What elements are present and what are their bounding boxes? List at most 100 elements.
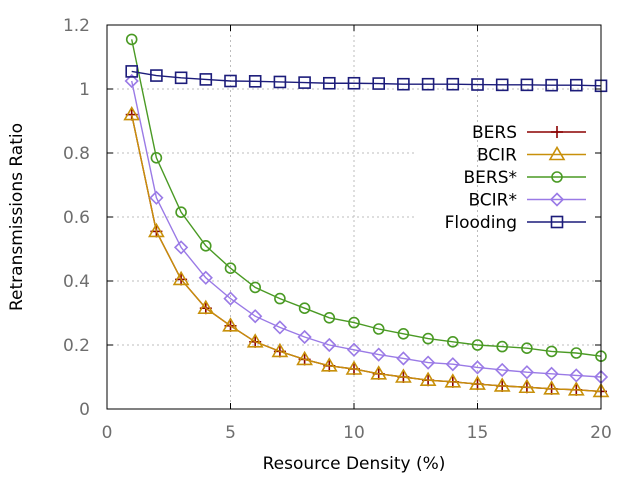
data-point [172, 270, 190, 286]
data-point [419, 371, 437, 387]
data-point [446, 335, 459, 348]
data-point [470, 360, 485, 375]
data-point [471, 78, 484, 91]
data-point [150, 69, 163, 82]
data-point [224, 74, 237, 88]
data-point [223, 291, 238, 306]
series-0 [125, 108, 607, 398]
data-point [469, 375, 486, 390]
data-point [519, 365, 535, 380]
data-point [422, 332, 434, 345]
data-point [249, 281, 261, 294]
data-point [222, 317, 239, 332]
data-point [298, 76, 311, 89]
data-point [224, 262, 237, 275]
x-tick-label: 0 [102, 423, 113, 443]
data-point [346, 342, 362, 357]
data-point [446, 77, 460, 91]
data-point [372, 323, 385, 335]
data-point [496, 340, 509, 353]
data-point [197, 299, 215, 315]
data-point [543, 380, 560, 395]
data-point [272, 320, 288, 335]
data-point [495, 78, 509, 92]
data-point [175, 206, 187, 218]
data-point [173, 240, 189, 255]
series-3 [124, 73, 609, 385]
data-point [149, 190, 164, 205]
axes: 0 5 10 15 20 0 0.2 0.4 0.6 0.8 1 1.2 [63, 16, 612, 443]
data-point [570, 347, 583, 359]
data-point [347, 76, 361, 90]
data-point [273, 75, 287, 89]
data-point [445, 357, 460, 372]
data-point [323, 311, 336, 324]
legend-marker [549, 192, 565, 207]
legend-label: Flooding [445, 213, 517, 233]
data-point [569, 368, 584, 383]
legend-marker [551, 171, 563, 183]
data-point [298, 302, 311, 315]
series-1 [123, 106, 610, 398]
data-point [421, 77, 435, 91]
series-line-4 [131, 70, 602, 87]
data-point [296, 350, 313, 366]
legend-marker [550, 215, 564, 229]
data-point [567, 381, 585, 396]
data-point [397, 327, 410, 340]
x-tick-label: 20 [590, 423, 612, 443]
y-axis-label: Retransmissions Ratio [7, 123, 27, 311]
legend-marker [551, 126, 563, 138]
x-axis-label: Resource Density (%) [263, 454, 446, 474]
legend-item: BERS [472, 123, 586, 143]
y-tick-label: 0.6 [63, 208, 90, 228]
series-layer [123, 33, 610, 398]
data-point [395, 368, 412, 383]
data-point [123, 106, 141, 121]
data-point [545, 345, 558, 358]
y-tick-label: 0.8 [63, 144, 90, 164]
data-point [371, 347, 386, 362]
data-point [569, 78, 583, 92]
data-point [444, 373, 462, 388]
data-point [345, 360, 363, 375]
legend-item: BCIR [477, 146, 586, 166]
data-point [124, 73, 139, 89]
legend-item: BCIR* [468, 191, 586, 211]
data-point [271, 342, 289, 358]
y-tick-label: 1.2 [63, 16, 90, 36]
legend-marker [548, 145, 566, 161]
data-point [372, 77, 386, 90]
data-point [495, 362, 510, 378]
data-point [248, 309, 263, 324]
data-point [199, 73, 213, 86]
data-point [420, 355, 436, 370]
data-point [493, 377, 511, 392]
data-point [322, 76, 336, 90]
y-tick-label: 0 [79, 400, 90, 420]
data-point [297, 329, 312, 345]
data-point [200, 240, 212, 252]
series-line-3 [131, 80, 602, 378]
data-point [148, 222, 165, 238]
series-4 [125, 65, 608, 93]
y-tick-label: 0.4 [63, 272, 90, 292]
data-point [348, 316, 360, 329]
data-point [274, 292, 286, 305]
y-tick-label: 1 [79, 80, 90, 100]
legend-label: BERS* [463, 168, 517, 188]
data-point [322, 337, 337, 353]
data-point [545, 78, 558, 92]
x-tick-label: 10 [343, 423, 365, 443]
data-point [397, 77, 410, 91]
data-point [544, 366, 559, 381]
legend-item: Flooding [445, 213, 586, 233]
data-point [370, 365, 388, 380]
data-point [150, 152, 163, 164]
data-point [174, 71, 188, 85]
legend-label: BERS [472, 123, 517, 143]
data-point [246, 333, 264, 348]
series-line-0 [131, 114, 602, 393]
